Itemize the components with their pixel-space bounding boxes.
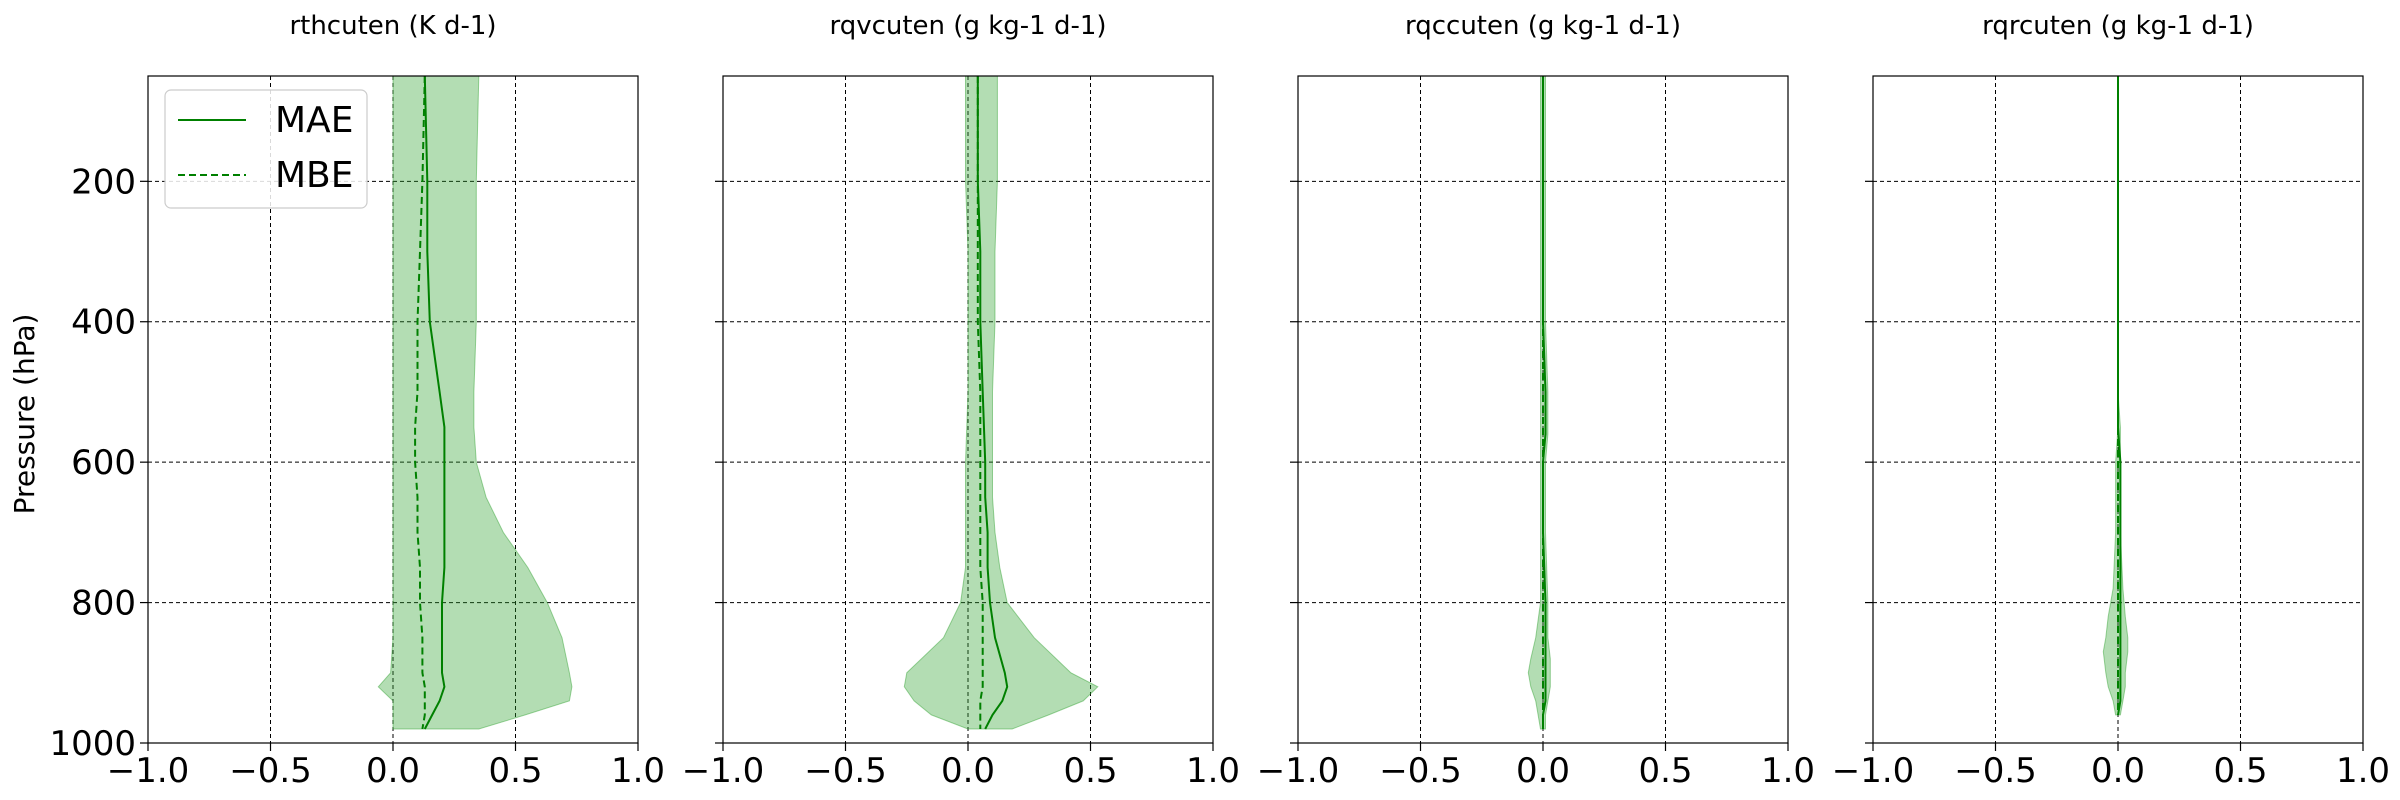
x-tick-label: 0.5 [1063, 751, 1117, 791]
x-tick-label: −0.5 [804, 751, 887, 791]
x-tick-label: 0.0 [1516, 751, 1570, 791]
x-tick-label: −0.5 [1379, 751, 1462, 791]
panel-title: rqccuten (g kg-1 d-1) [1405, 11, 1681, 41]
panel-title: rqrcuten (g kg-1 d-1) [1982, 11, 2254, 41]
panel-title: rqvcuten (g kg-1 d-1) [829, 11, 1106, 41]
x-tick-label: 0.0 [2091, 751, 2145, 791]
x-tick-label: 1.0 [611, 751, 665, 791]
y-tick-label: 200 [71, 162, 136, 202]
panel-title: rthcuten (K d-1) [289, 11, 496, 41]
spread-band [2102, 76, 2129, 716]
x-tick-label: 0.0 [941, 751, 995, 791]
legend: MAE MBE [164, 89, 368, 209]
x-tick-label: 1.0 [1761, 751, 1815, 791]
legend-label-mae: MAE [275, 100, 353, 141]
mbe-line [414, 75, 426, 730]
x-tick-label: 0.5 [1638, 751, 1692, 791]
y-tick-label: 400 [71, 303, 136, 343]
x-tick-label: −1.0 [107, 751, 190, 791]
panel-2: −1.0 −0.5 0.0 0.5 1.0 rqvcuten (g kg-1 d-1) [682, 11, 1240, 791]
mbe-line [976, 76, 984, 729]
y-tick-label: 800 [71, 584, 136, 624]
x-tick-label: −1.0 [1832, 751, 1915, 791]
spread-band [1527, 75, 1551, 730]
y-tick-label: 1000 [49, 724, 136, 764]
x-tick-label: −0.5 [229, 751, 312, 791]
legend-label-mbe: MBE [275, 155, 354, 196]
x-tick-label: 0.5 [488, 751, 542, 791]
mae-line [423, 75, 446, 730]
spread-band [377, 75, 573, 730]
x-tick-label: 1.0 [2336, 751, 2390, 791]
x-tick-label: −1.0 [1257, 751, 1340, 791]
x-tick-label: −0.5 [1954, 751, 2037, 791]
spread-band [903, 75, 1099, 730]
x-tick-label: 0.5 [2213, 751, 2267, 791]
y-tick-label: 600 [71, 443, 136, 483]
panels-layer: −1.0 −0.5 0.0 0.5 1.0 200 400 600 800 1000 rthcute… [49, 11, 2390, 791]
x-tick-label: 1.0 [1186, 751, 1240, 791]
panel-1: −1.0 −0.5 0.0 0.5 1.0 200 400 600 800 1000 rthcute… [49, 11, 665, 791]
panel-4: −1.0 −0.5 0.0 0.5 1.0 rqrcuten (g kg-1 d-1) [1832, 11, 2390, 791]
x-tick-label: 0.0 [366, 751, 420, 791]
mae-line [976, 76, 1009, 730]
panel-3: −1.0 −0.5 0.0 0.5 1.0 rqccuten (g kg-1 d-1) [1257, 11, 1815, 791]
x-tick-label: −1.0 [682, 751, 765, 791]
y-axis-label: Pressure (hPa) [8, 314, 41, 515]
